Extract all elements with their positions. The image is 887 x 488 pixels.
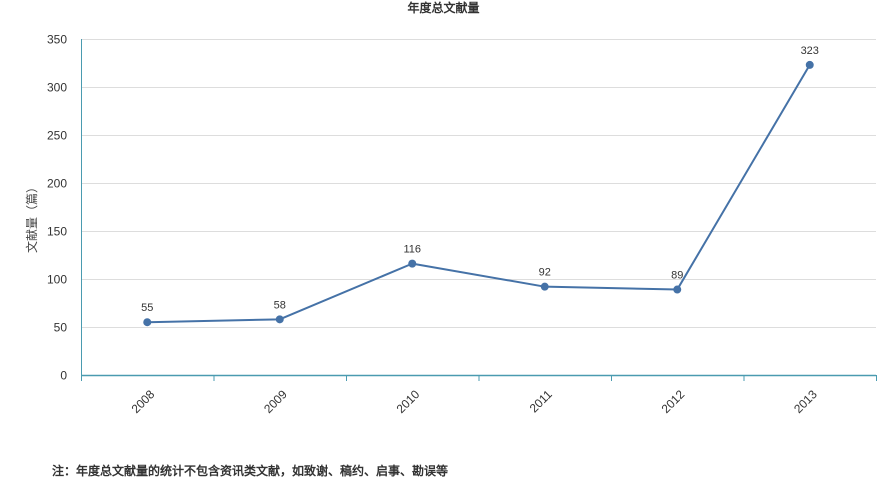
y-tick-label: 50 xyxy=(54,321,68,335)
y-axis-title: 文献量（篇） xyxy=(24,181,39,253)
y-tick-label: 300 xyxy=(47,81,67,95)
axes: 0 50 100 150 200 250 300 350 2008 2009 2010 2011 201… xyxy=(24,33,877,416)
data-label: 89 xyxy=(671,270,683,282)
y-tick-label: 350 xyxy=(47,33,67,47)
series xyxy=(143,60,814,327)
footnote: 注：年度总文献量的统计不包含资讯类文献，如致谢、稿约、启事、勘误等 xyxy=(52,464,449,478)
labels: 55 58 116 92 89 323 xyxy=(141,45,819,314)
data-label: 92 xyxy=(539,267,551,279)
x-tick-label: 2011 xyxy=(527,387,555,415)
y-tick-label: 0 xyxy=(60,369,67,383)
gridlines xyxy=(81,39,876,328)
y-tick-label: 250 xyxy=(47,129,67,143)
x-tick-label: 2008 xyxy=(129,387,158,416)
data-point[interactable] xyxy=(275,315,284,324)
y-tick-label: 150 xyxy=(47,225,67,239)
y-tick-label: 100 xyxy=(47,273,67,287)
series-line xyxy=(147,64,811,324)
x-tick-label: 2012 xyxy=(659,387,688,416)
data-point[interactable] xyxy=(408,259,417,268)
x-tick-label: 2009 xyxy=(261,387,290,416)
data-label: 58 xyxy=(274,299,286,311)
data-label: 323 xyxy=(801,45,819,57)
chart-title: 年度总文献量 xyxy=(407,1,480,15)
data-point[interactable] xyxy=(673,285,682,294)
data-point[interactable] xyxy=(540,282,549,291)
data-point[interactable] xyxy=(805,60,814,69)
data-label: 55 xyxy=(141,302,153,314)
data-label: 116 xyxy=(403,244,421,256)
data-point[interactable] xyxy=(143,318,152,327)
x-tick-label: 2010 xyxy=(394,387,423,416)
x-tick-label: 2013 xyxy=(791,387,820,416)
y-tick-label: 200 xyxy=(47,177,67,191)
